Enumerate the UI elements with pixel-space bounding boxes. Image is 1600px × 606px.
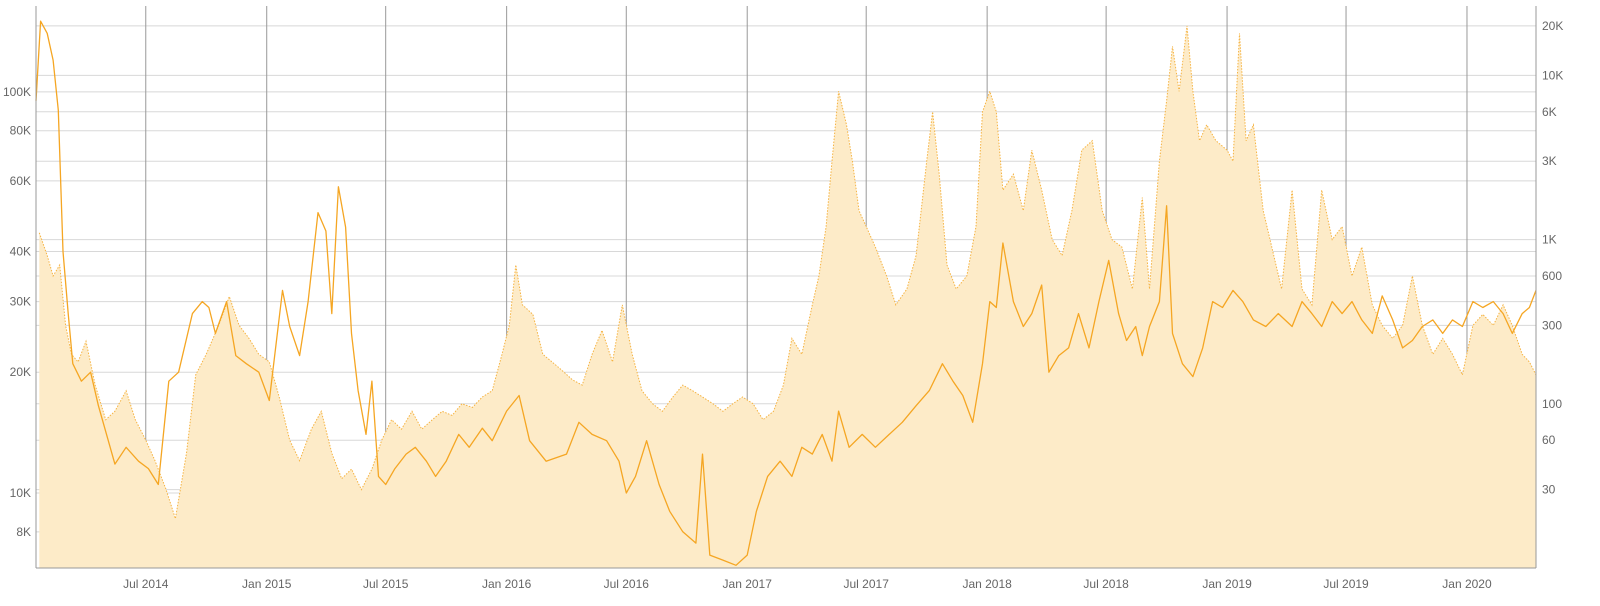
- left-axis-tick-labels: 8K 10K 20K 30K 40K 60K 80K 100K: [3, 85, 31, 539]
- area-fill: [39, 25, 1536, 568]
- right-tick-label: 6K: [1542, 105, 1557, 119]
- left-tick-label: 60K: [10, 174, 31, 188]
- right-tick-label: 600: [1542, 269, 1562, 283]
- area-dotted-outline: [38, 25, 1537, 519]
- right-tick-label: 3K: [1542, 154, 1557, 168]
- x-tick-label: Jan 2017: [723, 577, 773, 591]
- left-tick-label: 40K: [10, 244, 31, 258]
- x-tick-label: Jul 2019: [1323, 577, 1369, 591]
- x-axis-tick-labels: Jul 2014 Jan 2015 Jul 2015 Jan 2016 Jul 2016…: [123, 577, 1492, 591]
- right-tick-label: 30: [1542, 483, 1556, 497]
- right-tick-label: 1K: [1542, 233, 1557, 247]
- right-tick-label: 100: [1542, 397, 1562, 411]
- x-tick-label: Jan 2015: [242, 577, 292, 591]
- left-tick-label: 10K: [10, 486, 31, 500]
- solid-line-series: [35, 20, 1537, 566]
- x-tick-label: Jul 2017: [844, 577, 890, 591]
- left-tick-label: 30K: [10, 295, 31, 309]
- x-tick-label: Jan 2020: [1442, 577, 1492, 591]
- right-tick-label: 10K: [1542, 68, 1563, 82]
- x-tick-label: Jan 2019: [1202, 577, 1252, 591]
- x-tick-label: Jul 2016: [604, 577, 650, 591]
- dotted-area-series: [38, 25, 1537, 568]
- axes: [35, 6, 1537, 569]
- left-tick-label: 20K: [10, 365, 31, 379]
- x-tick-label: Jan 2016: [482, 577, 532, 591]
- x-tick-label: Jul 2014: [123, 577, 169, 591]
- x-tick-label: Jul 2015: [363, 577, 409, 591]
- x-tick-label: Jan 2018: [962, 577, 1012, 591]
- right-tick-label: 20K: [1542, 19, 1563, 33]
- right-tick-label: 60: [1542, 433, 1556, 447]
- line-path: [35, 20, 1537, 566]
- left-tick-label: 8K: [16, 525, 31, 539]
- right-axis-tick-labels: 30 60 100 300 600 1K 3K 6K 10K 20K: [1542, 19, 1563, 497]
- right-tick-label: 300: [1542, 318, 1562, 332]
- left-tick-label: 80K: [10, 124, 31, 138]
- x-tick-label: Jul 2018: [1083, 577, 1129, 591]
- left-tick-label: 100K: [3, 85, 31, 99]
